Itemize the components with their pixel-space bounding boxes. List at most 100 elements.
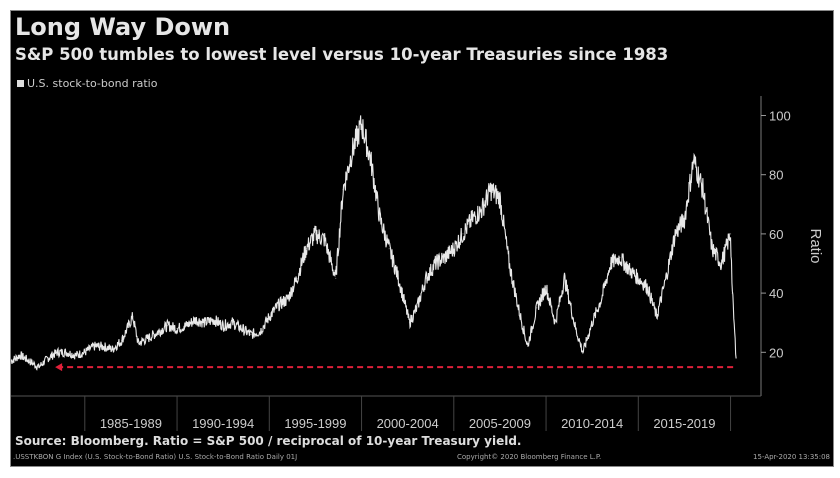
x-tick-label: 1995-1999 (284, 416, 346, 431)
data-point (351, 150, 353, 152)
data-point (490, 188, 492, 191)
data-point (102, 345, 104, 347)
data-point (241, 328, 243, 330)
data-point (517, 307, 519, 309)
data-point (462, 233, 464, 235)
data-point (545, 286, 547, 288)
data-point (121, 339, 123, 342)
data-point (582, 351, 584, 353)
data-point (56, 351, 58, 353)
data-point (397, 277, 400, 279)
data-point (536, 307, 538, 309)
data-point (731, 292, 733, 294)
data-point (619, 256, 621, 259)
data-point (443, 256, 446, 259)
data-point (702, 188, 704, 191)
data-point (508, 262, 510, 265)
y-tick-label: 60 (769, 227, 783, 242)
x-tick-label: 1990-1994 (192, 416, 254, 431)
data-point (711, 248, 713, 250)
data-point (416, 307, 418, 309)
data-point (600, 298, 603, 300)
x-tick-label: 2000-2004 (377, 416, 439, 431)
data-point (379, 218, 381, 220)
data-point (674, 233, 676, 235)
plot-area: 20 40 60 80 100 Ratio 1985-1989 1990-1994 1995-1… (11, 96, 824, 431)
x-tick-label: 2015-2019 (653, 416, 715, 431)
reference-arrow (55, 363, 63, 372)
chart-panel: Long Way Down S&P 500 tumbles to lowest … (10, 10, 834, 467)
data-point (656, 316, 658, 318)
data-point (646, 286, 649, 288)
data-point (434, 262, 436, 265)
data-point (342, 188, 344, 191)
y-tick-label: 40 (769, 286, 783, 301)
x-tick-label: 2010-2014 (561, 416, 623, 431)
data-point (370, 159, 372, 161)
data-point (132, 316, 134, 318)
x-tick-label: 1985-1989 (100, 416, 162, 431)
data-point (574, 328, 577, 330)
y-axis-label: Ratio (807, 228, 824, 263)
data-point (185, 325, 187, 327)
data-point (28, 360, 31, 362)
data-point (213, 319, 215, 321)
data-point (480, 209, 483, 211)
data-point (296, 277, 298, 279)
data-point (305, 248, 307, 250)
data-point (324, 239, 326, 241)
series-line-stock-to-bond-ratio (11, 115, 737, 371)
footer-copyright: Copyright© 2020 Bloomberg Finance L.P. (457, 453, 602, 461)
data-point (527, 345, 529, 347)
data-point (158, 330, 160, 333)
data-point (637, 277, 639, 279)
y-tick-label: 80 (769, 168, 783, 183)
data-point (74, 354, 77, 356)
data-point (277, 304, 280, 306)
legend-label: U.S. stock-to-bond ratio (27, 77, 158, 90)
data-point (693, 159, 695, 161)
footer-left: .USSTKBON G Index (U.S. Stock-to-Bond Ra… (13, 453, 298, 461)
data-point (111, 348, 114, 350)
source-note: Source: Bloomberg. Ratio = S&P 500 / rec… (15, 434, 522, 448)
data-point (453, 248, 455, 250)
data-point (425, 277, 427, 279)
chart-subtitle: S&P 500 tumbles to lowest level versus 1… (15, 45, 669, 64)
data-point (388, 248, 390, 250)
data-point (499, 197, 501, 199)
data-point (204, 322, 206, 324)
data-point (259, 330, 261, 333)
data-point (610, 262, 612, 265)
data-point (176, 328, 178, 330)
legend-swatch (17, 80, 24, 87)
chart-title: Long Way Down (15, 13, 231, 41)
data-point (84, 351, 86, 353)
data-point (729, 233, 732, 235)
data-point (148, 336, 150, 339)
y-tick-label: 20 (769, 345, 783, 360)
data-point (628, 268, 630, 271)
data-point (194, 319, 197, 321)
data-point (47, 357, 49, 359)
data-point (665, 277, 667, 279)
data-point (287, 298, 289, 300)
data-point (683, 218, 686, 220)
data-point (250, 333, 252, 336)
footer-timestamp: 15-Apr-2020 13:35:08 (753, 453, 830, 461)
data-point (19, 354, 21, 356)
data-point (93, 345, 95, 347)
data-point (38, 366, 40, 368)
data-point (222, 325, 224, 327)
data-point (554, 322, 556, 324)
data-point (591, 322, 593, 324)
data-point (231, 322, 233, 324)
data-point (735, 357, 737, 359)
data-point (137, 342, 139, 345)
x-tick-label: 2005-2009 (469, 416, 531, 431)
data-point (471, 218, 473, 220)
data-point (167, 325, 169, 327)
data-point (268, 316, 270, 318)
data-point (360, 123, 363, 125)
legend: U.S. stock-to-bond ratio (17, 77, 157, 90)
data-point (65, 351, 67, 353)
